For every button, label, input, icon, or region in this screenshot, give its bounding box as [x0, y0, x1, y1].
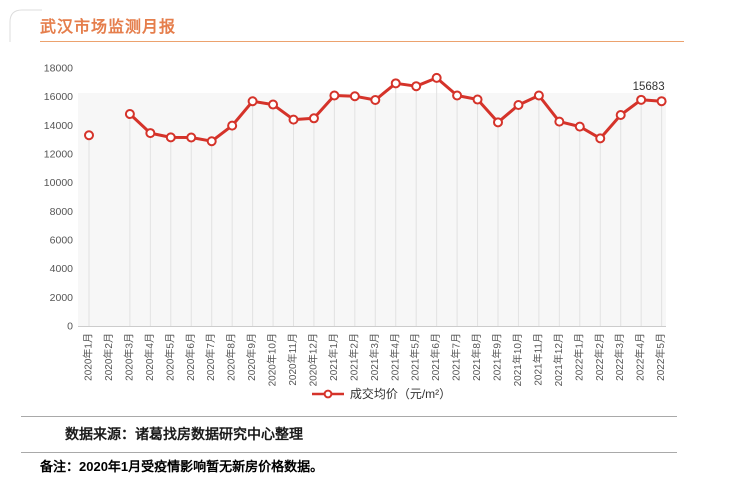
data-point-marker	[595, 133, 606, 144]
last-value-label: 15683	[633, 81, 665, 93]
legend-line-marker-icon	[311, 389, 344, 398]
data-point-marker	[554, 116, 565, 127]
x-tick-label: 2020年9月	[245, 333, 258, 381]
data-point-marker	[431, 72, 442, 83]
plot-area-bg	[78, 93, 666, 326]
x-tick-label: 2021年2月	[347, 333, 360, 381]
note-text: 备注：2020年1月受疫情影响暂无新房价格数据。	[40, 459, 324, 474]
x-tick-label: 2021年12月	[552, 333, 565, 386]
y-tick-label: 10000	[44, 177, 73, 189]
x-tick-label: 2022年2月	[593, 333, 606, 381]
x-tick-label: 2021年11月	[531, 333, 544, 386]
x-tick-label: 2020年6月	[184, 333, 197, 381]
footer-divider-bottom	[21, 452, 677, 453]
x-tick-label: 2020年12月	[306, 333, 319, 386]
data-point-marker	[370, 94, 381, 105]
x-tick-label: 2021年7月	[450, 333, 463, 381]
data-point-marker	[472, 94, 483, 105]
y-tick-label: 14000	[44, 120, 73, 132]
chart-legend: 成交均价（元/m²）	[0, 385, 740, 402]
x-tick-label: 2020年1月	[82, 333, 95, 381]
y-axis-labels: 18000 16000 14000 12000 10000 8000 6000 4000 200…	[44, 63, 73, 333]
data-point-marker	[574, 121, 585, 132]
data-point-marker	[268, 99, 279, 110]
x-tick-label: 2020年8月	[225, 333, 238, 381]
data-point-marker	[513, 99, 524, 110]
data-point-marker	[615, 110, 626, 121]
data-point-marker	[452, 90, 463, 101]
y-tick-label: 12000	[44, 149, 73, 161]
x-tick-label: 2020年4月	[143, 333, 156, 381]
data-point-marker	[227, 120, 238, 131]
y-tick-label: 2000	[50, 292, 74, 304]
x-tick-label: 2022年3月	[613, 333, 626, 381]
data-point-marker	[165, 132, 176, 143]
drop-lines	[88, 81, 663, 326]
y-tick-label: 6000	[50, 235, 74, 247]
x-tick-label: 2020年5月	[163, 333, 176, 381]
title-underline	[40, 41, 684, 42]
x-tick-label: 2021年9月	[491, 333, 504, 381]
footer-divider-top	[21, 416, 677, 417]
data-point-markers	[84, 72, 667, 147]
legend-label: 成交均价（元/m²）	[349, 387, 452, 401]
data-point-marker	[247, 96, 258, 107]
y-tick-label: 0	[67, 321, 73, 333]
data-point-marker	[493, 117, 503, 128]
data-source-text: 数据来源：诸葛找房数据研究中心整理	[65, 426, 303, 442]
data-point-marker	[288, 114, 299, 125]
y-tick-label: 18000	[44, 63, 73, 75]
y-tick-label: 16000	[44, 91, 73, 103]
y-tick-label: 4000	[50, 263, 74, 275]
x-tick-label: 2021年3月	[368, 333, 381, 381]
data-point-marker	[390, 78, 401, 89]
data-point-marker	[329, 90, 340, 101]
x-tick-label: 2022年1月	[572, 333, 585, 381]
x-tick-label: 2021年4月	[388, 333, 401, 381]
x-tick-label: 2020年3月	[122, 333, 135, 381]
data-point-marker	[411, 81, 422, 92]
data-point-marker	[84, 130, 94, 141]
x-tick-label: 2021年10月	[511, 333, 524, 386]
data-point-marker	[206, 136, 217, 147]
x-tick-label: 2020年11月	[286, 333, 299, 386]
x-tick-label: 2022年4月	[634, 333, 647, 381]
x-tick-label: 2020年2月	[102, 333, 115, 381]
x-tick-label: 2021年8月	[470, 333, 483, 381]
x-tick-label: 2021年6月	[429, 333, 442, 381]
y-tick-label: 8000	[50, 206, 74, 218]
price-line-chart: 18000 16000 14000 12000 10000 8000 6000 4000 200…	[9, 9, 668, 386]
data-point-marker	[656, 96, 667, 107]
data-point-marker	[124, 109, 135, 120]
data-point-marker	[349, 91, 360, 102]
x-tick-label: 2022年5月	[654, 333, 667, 381]
x-tick-label: 2021年5月	[409, 333, 422, 381]
x-tick-label: 2020年7月	[204, 333, 217, 381]
data-point-marker	[186, 132, 197, 143]
x-axis-labels: 2020年1月 2020年2月 2020年3月 2020年4月 2020年5月 2020年…	[82, 333, 668, 386]
data-point-marker	[533, 90, 544, 101]
card-corner-border	[9, 9, 520, 170]
data-point-marker	[308, 113, 319, 124]
data-point-marker	[145, 128, 156, 139]
data-point-marker	[636, 94, 647, 105]
x-tick-label: 2020年10月	[266, 333, 279, 386]
page-title: 武汉市场监测月报	[40, 19, 177, 36]
x-tick-label: 2021年1月	[327, 333, 340, 381]
